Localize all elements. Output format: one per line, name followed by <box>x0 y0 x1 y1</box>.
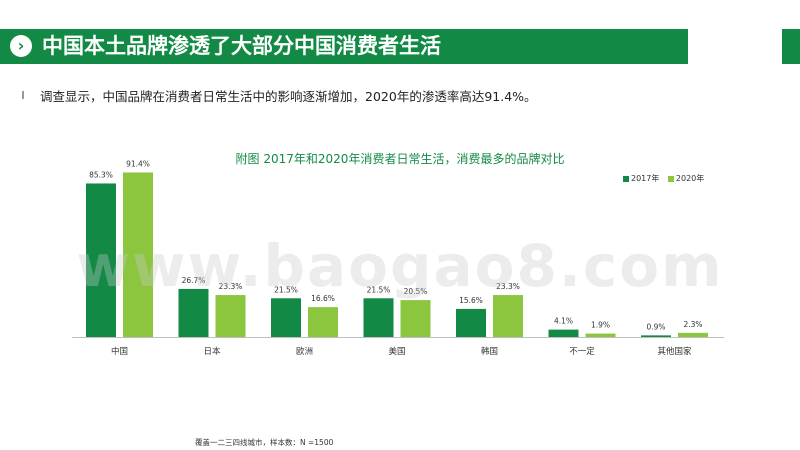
value-label-2020-2: 16.6% <box>311 294 335 303</box>
subtitle: 调查显示，中国品牌在消费者日常生活中的影响逐渐增加，2020年的渗透率高达91.… <box>40 89 537 104</box>
category-label-5: 不一定 <box>569 346 595 357</box>
category-label-1: 日本 <box>203 346 221 357</box>
value-label-2017-1: 26.7% <box>182 276 206 285</box>
header-bar-accent <box>782 29 800 64</box>
legend-swatch-2017 <box>623 175 629 182</box>
bar-2017-3 <box>363 298 394 337</box>
category-label-2: 欧洲 <box>296 346 313 357</box>
bar-2017-6 <box>641 335 671 337</box>
value-label-2017-5: 4.1% <box>554 317 573 326</box>
legend-item-2017: 2017年 <box>623 173 659 184</box>
value-label-2017-0: 85.3% <box>89 170 113 179</box>
watermark: www.baogao8.com <box>76 232 724 300</box>
value-label-2020-3: 20.5% <box>404 287 428 296</box>
bar-2020-1 <box>215 295 246 337</box>
legend-swatch-2020 <box>667 175 674 182</box>
bar-2020-6 <box>678 332 708 337</box>
bar-2020-0 <box>123 172 153 337</box>
bar-2017-4 <box>456 308 486 337</box>
category-label-6: 其他国家 <box>657 346 692 357</box>
footnote: 覆盖一二三四线城市，样本数：N =1500 <box>195 438 334 447</box>
chart-title: 附图 2017年和2020年消费者日常生活，消费最多的品牌对比 <box>235 152 565 166</box>
chevron-right-icon: › <box>10 35 32 57</box>
chart-legend: 2017年 2020年 <box>623 173 710 184</box>
bar-2020-4 <box>493 295 523 337</box>
value-label-2017-6: 0.9% <box>646 322 665 331</box>
value-label-2017-4: 15.6% <box>459 296 483 305</box>
category-label-4: 韩国 <box>481 346 498 357</box>
value-label-2020-1: 23.3% <box>219 282 243 291</box>
bar-2017-5 <box>548 329 579 337</box>
value-label-2017-3: 21.5% <box>367 285 391 294</box>
legend-label-2020: 2020年 <box>675 174 705 183</box>
value-label-2017-2: 21.5% <box>274 285 298 294</box>
page-title: 中国本土品牌渗透了大部分中国消费者生活 <box>42 34 441 58</box>
bar-2017-0 <box>86 183 116 337</box>
bar-2020-5 <box>585 333 616 337</box>
bullet-icon <box>22 91 24 99</box>
value-label-2020-0: 91.4% <box>126 159 150 168</box>
bar-2017-1 <box>178 288 209 337</box>
value-label-2020-6: 2.3% <box>683 320 702 329</box>
value-label-2020-4: 23.3% <box>496 282 520 291</box>
bar-2020-2 <box>308 307 338 337</box>
legend-label-2017: 2017年 <box>631 174 660 183</box>
bar-2020-3 <box>400 300 431 337</box>
value-label-2020-5: 1.9% <box>591 321 610 330</box>
category-label-0: 中国 <box>111 346 128 357</box>
legend-item-2020: 2020年 <box>667 173 705 184</box>
bar-2017-2 <box>271 298 301 337</box>
category-label-3: 美国 <box>388 346 405 357</box>
header-bar: › 中国本土品牌渗透了大部分中国消费者生活 <box>0 29 688 64</box>
